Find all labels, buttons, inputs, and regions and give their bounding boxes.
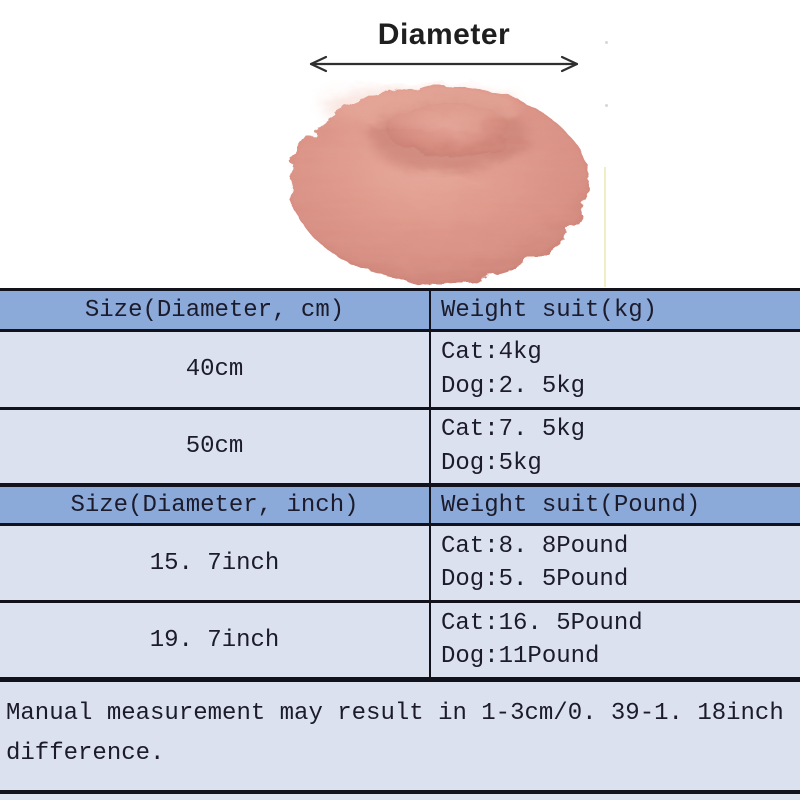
dog-weight: Dog:11Pound xyxy=(441,643,600,671)
table-row: 50cm Cat:7. 5kg Dog:5kg xyxy=(0,410,800,487)
table-header-inch: Size(Diameter, inch) Weight suit(Pound) xyxy=(0,487,800,526)
size-cell: 19. 7inch xyxy=(0,603,431,677)
weight-header-cell: Weight suit(Pound) xyxy=(441,491,701,519)
cat-weight: Cat:7. 5kg xyxy=(441,416,586,444)
table-row: 15. 7inch Cat:8. 8Pound Dog:5. 5Pound xyxy=(0,526,800,603)
dog-weight: Dog:5. 5Pound xyxy=(441,566,629,594)
weight-header-cell: Weight suit(kg) xyxy=(441,296,658,324)
bottom-margin xyxy=(0,794,800,800)
size-cell: 15. 7inch xyxy=(0,526,431,600)
pet-bed-image xyxy=(281,72,599,290)
size-header-cell: Size(Diameter, inch) xyxy=(0,487,431,523)
table-row: 19. 7inch Cat:16. 5Pound Dog:11Pound xyxy=(0,603,800,682)
dog-weight: Dog:2. 5kg xyxy=(441,373,586,400)
table-row: 40cm Cat:4kg Dog:2. 5kg xyxy=(0,332,800,410)
weight-cell: Cat:4kg Dog:2. 5kg xyxy=(431,332,800,407)
weight-cell: Cat:7. 5kg Dog:5kg xyxy=(431,410,800,483)
measurement-note: Manual measurement may result in 1-3cm/0… xyxy=(0,682,800,794)
table-header-cm: Size(Diameter, cm) Weight suit(kg) xyxy=(0,291,800,332)
cat-weight: Cat:16. 5Pound xyxy=(441,609,643,637)
size-chart-table: Size(Diameter, cm) Weight suit(kg) 40cm … xyxy=(0,288,800,800)
size-cell: 50cm xyxy=(0,410,431,483)
cat-weight: Cat:4kg xyxy=(441,339,542,366)
diameter-label: Diameter xyxy=(377,18,511,51)
diameter-arrow-icon xyxy=(306,54,582,74)
artifact-dot xyxy=(605,41,608,44)
dog-weight: Dog:5kg xyxy=(441,449,542,477)
weight-cell: Cat:16. 5Pound Dog:11Pound xyxy=(431,603,800,677)
scan-artifact-line xyxy=(604,167,606,287)
size-header-cell: Size(Diameter, cm) xyxy=(0,291,431,329)
cat-weight: Cat:8. 8Pound xyxy=(441,532,629,560)
artifact-dot xyxy=(605,104,608,107)
product-image-section: Diameter xyxy=(0,0,800,288)
size-cell: 40cm xyxy=(0,332,431,407)
weight-cell: Cat:8. 8Pound Dog:5. 5Pound xyxy=(431,526,800,600)
